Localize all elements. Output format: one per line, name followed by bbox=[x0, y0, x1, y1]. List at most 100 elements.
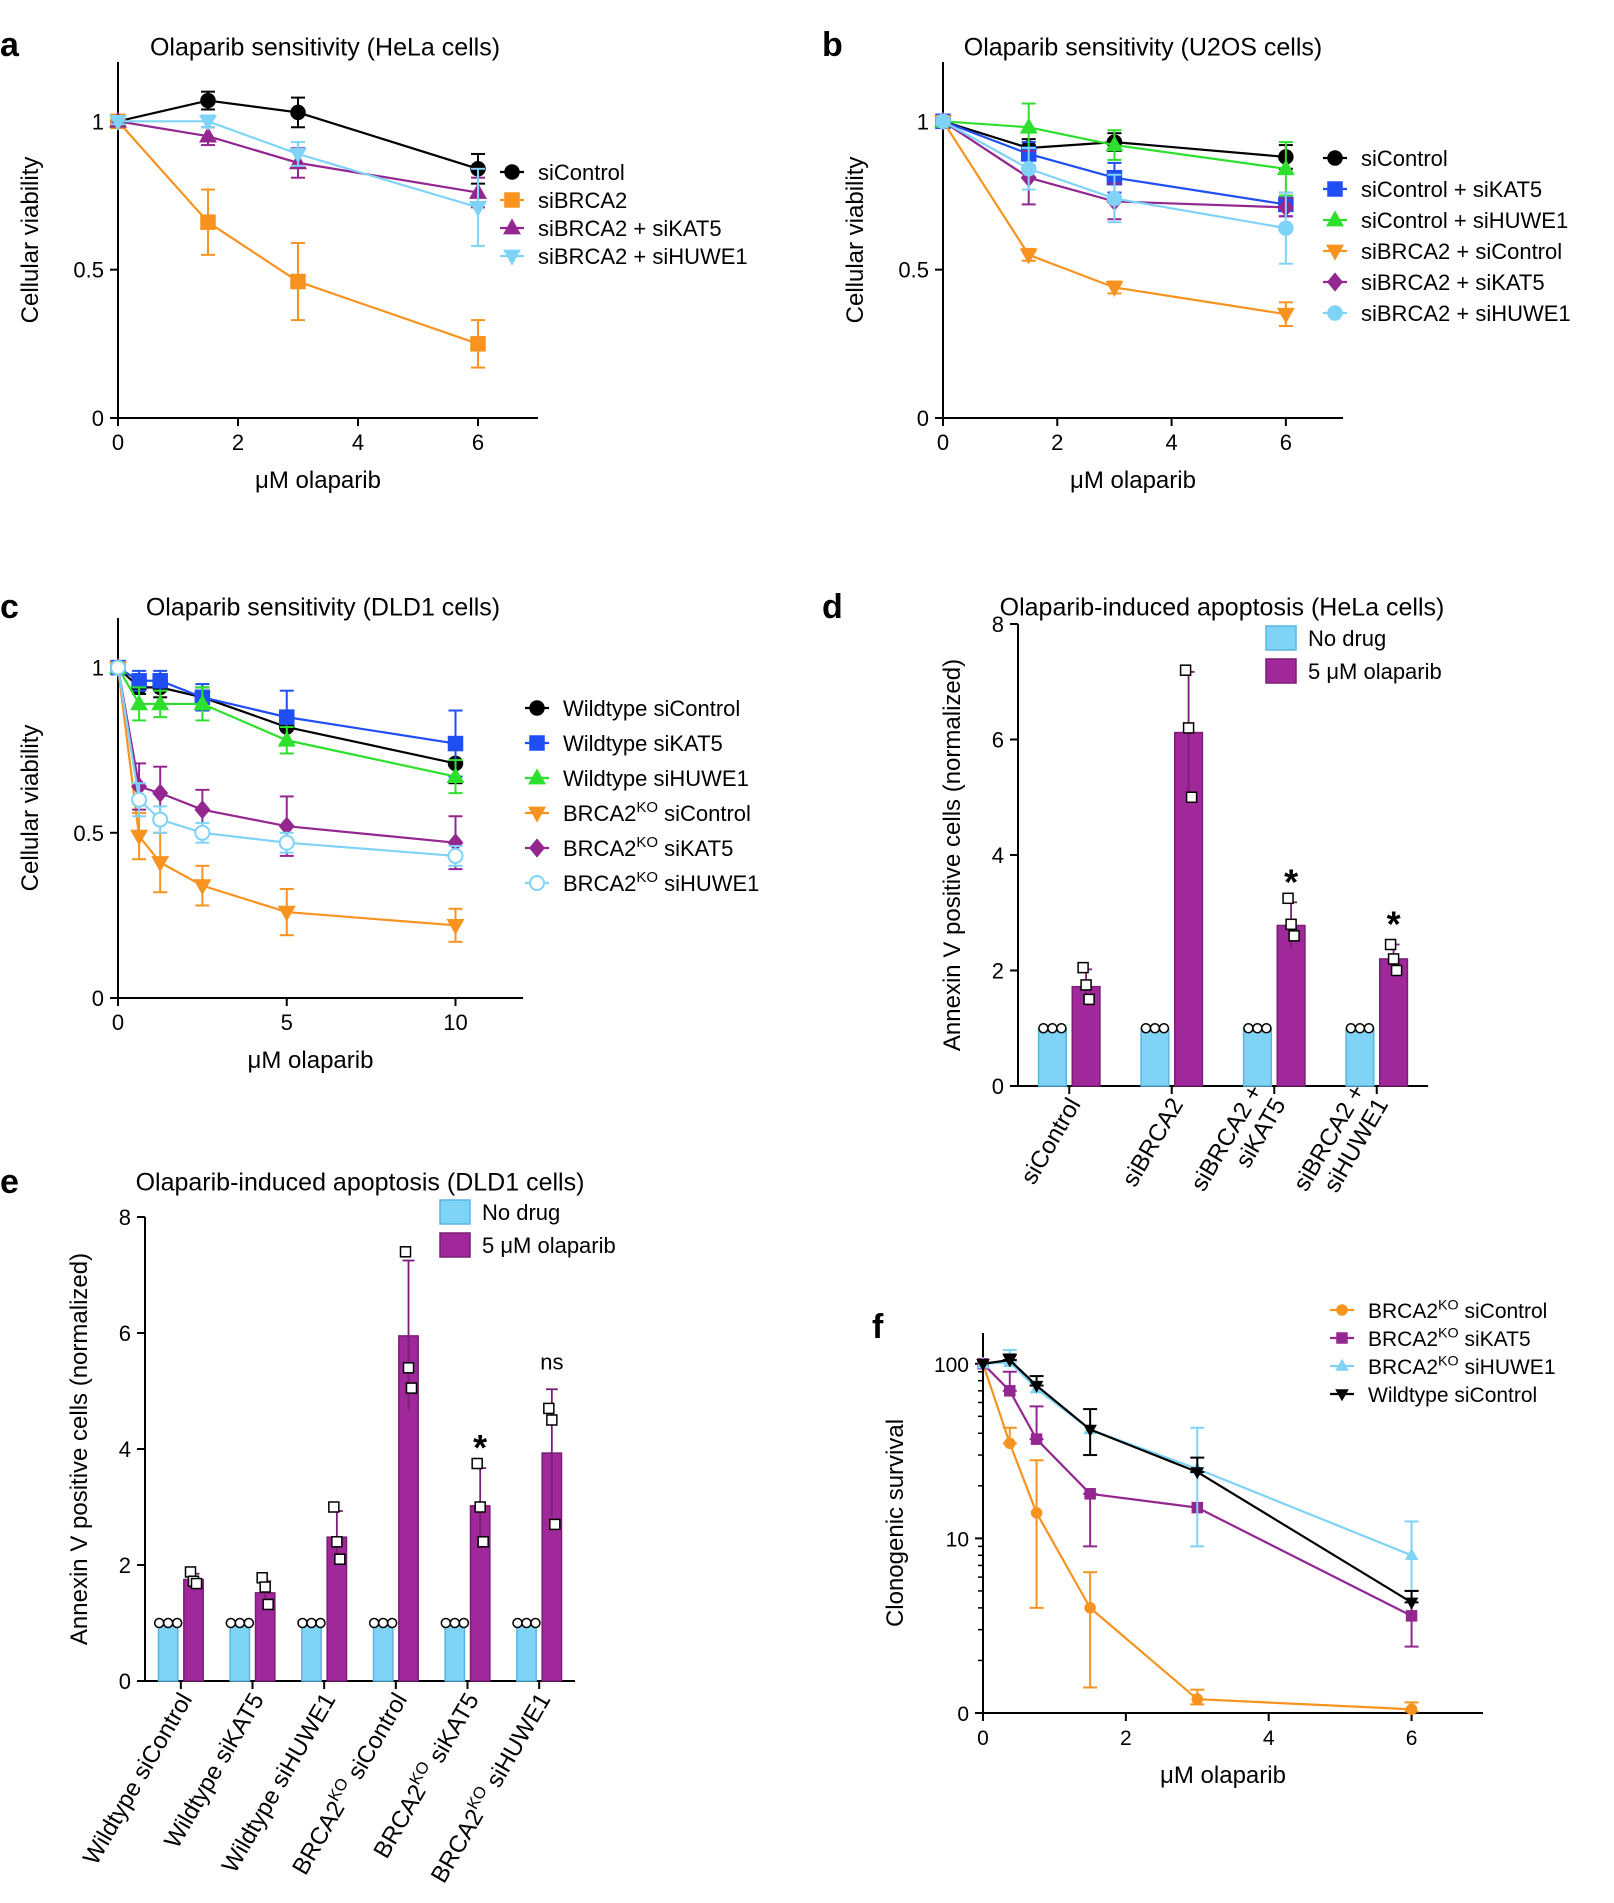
replicate-point bbox=[1182, 722, 1195, 734]
x-axis-label: μM olaparib bbox=[1160, 1762, 1286, 1789]
legend-label: Wildtype siKAT5 bbox=[563, 731, 723, 756]
legend-marker bbox=[504, 192, 520, 208]
legend-swatch bbox=[439, 1232, 471, 1258]
replicate-point bbox=[474, 1501, 486, 1513]
x-tick-label: 2 bbox=[232, 430, 244, 455]
legend-marker bbox=[529, 735, 545, 751]
legend: siControl siControl + siKAT5 siControl + s… bbox=[1323, 146, 1571, 326]
replicate-point bbox=[1261, 1023, 1272, 1034]
replicate-point bbox=[512, 1617, 523, 1629]
legend-marker bbox=[1335, 1358, 1349, 1371]
category-label-line: siControl bbox=[1016, 1094, 1087, 1190]
x-tick-label: BRCA2KO siHUWE1 bbox=[426, 1689, 557, 1888]
replicate-point bbox=[162, 1617, 174, 1629]
replicate-point bbox=[477, 1536, 489, 1548]
data-point bbox=[199, 126, 217, 143]
data-point bbox=[194, 824, 211, 841]
replicate-point bbox=[1056, 1023, 1067, 1034]
y-axis-label: Cellular viability bbox=[17, 725, 44, 892]
legend-marker bbox=[1336, 1332, 1348, 1344]
y-tick-label: 2 bbox=[119, 1553, 131, 1578]
panel-letter-a: a bbox=[0, 26, 20, 64]
legend-marker bbox=[1326, 244, 1344, 261]
series-line bbox=[117, 99, 479, 170]
legend-label: 5 μM olaparib bbox=[1308, 659, 1442, 684]
replicate-point bbox=[1038, 1023, 1049, 1034]
series-line bbox=[117, 120, 479, 194]
series-line bbox=[942, 120, 1287, 206]
legend: BRCA2KO siControl BRCA2KO siKAT5 BRCA2KO s… bbox=[1330, 1298, 1556, 1407]
legend-label: Wildtype siControl bbox=[1368, 1384, 1537, 1407]
panel-letter-b: b bbox=[822, 26, 843, 64]
data-point bbox=[976, 1359, 990, 1372]
y-tick-label: 1 bbox=[917, 109, 929, 134]
replicate-point bbox=[259, 1581, 271, 1593]
data-point bbox=[1405, 1610, 1418, 1622]
bar bbox=[157, 1622, 179, 1682]
legend-marker bbox=[1326, 210, 1344, 227]
legend-label: BRCA2KO siHUWE1 bbox=[1368, 1354, 1556, 1379]
legend-marker bbox=[529, 700, 545, 716]
x-tick-label: 6 bbox=[1280, 430, 1292, 455]
legend-swatch bbox=[1265, 625, 1297, 651]
replicate-point bbox=[471, 1457, 483, 1470]
data-point bbox=[151, 694, 170, 711]
replicate-point bbox=[1390, 964, 1403, 977]
y-tick-label: 100 bbox=[934, 1354, 969, 1377]
legend-label: Wildtype siHUWE1 bbox=[563, 766, 749, 791]
legend-label: siBRCA2 + siHUWE1 bbox=[538, 244, 748, 269]
replicate-point bbox=[1285, 918, 1297, 931]
x-tick-label: 0 bbox=[112, 1010, 124, 1035]
data-point bbox=[1019, 248, 1038, 265]
legend-marker bbox=[528, 768, 546, 785]
data-point bbox=[193, 694, 212, 711]
legend-swatch bbox=[439, 1199, 471, 1225]
replicate-point bbox=[543, 1402, 555, 1415]
data-point bbox=[1404, 1548, 1419, 1561]
data-point bbox=[1278, 220, 1294, 236]
legend-marker bbox=[529, 838, 545, 858]
legend: No drug 5 μM olaparib bbox=[1265, 625, 1442, 684]
replicate-point bbox=[225, 1617, 237, 1629]
replicate-point bbox=[1185, 791, 1198, 803]
replicate-point bbox=[331, 1536, 343, 1548]
data-point bbox=[1004, 1437, 1016, 1450]
replicate-point bbox=[458, 1617, 470, 1629]
significance-annotation: * bbox=[1284, 861, 1298, 902]
significance-annotation: ns bbox=[540, 1349, 563, 1374]
bar bbox=[1379, 958, 1409, 1087]
data-point bbox=[1276, 159, 1295, 176]
legend-label: siBRCA2 + siKAT5 bbox=[538, 216, 722, 241]
replicate-point bbox=[386, 1617, 398, 1629]
y-tick-label: 6 bbox=[992, 728, 1004, 753]
y-tick-label: 0 bbox=[119, 1669, 131, 1694]
x-tick-label: 2 bbox=[1051, 430, 1063, 455]
legend-marker bbox=[1335, 1389, 1349, 1402]
y-tick-label: 0 bbox=[917, 406, 929, 431]
replicate-point bbox=[530, 1617, 541, 1629]
replicate-point bbox=[521, 1617, 532, 1629]
x-axis-label: μM olaparib bbox=[248, 1047, 374, 1074]
y-axis-label: Annexin V positive cells (normalized) bbox=[66, 1253, 93, 1645]
legend-marker bbox=[1327, 181, 1343, 197]
y-tick-label: 0 bbox=[992, 1074, 1004, 1099]
x-tick-label: siBRCA2 +siKAT5 bbox=[1186, 1080, 1292, 1196]
legend: No drug 5 μM olaparib bbox=[439, 1199, 616, 1258]
bar bbox=[183, 1578, 204, 1682]
data-point bbox=[278, 834, 295, 851]
data-point bbox=[200, 92, 216, 109]
data-point bbox=[151, 856, 170, 873]
y-tick-label: 1 bbox=[92, 656, 104, 681]
legend-label: siBRCA2 + siHUWE1 bbox=[1361, 301, 1571, 326]
significance-annotation: * bbox=[1387, 904, 1401, 945]
replicate-point bbox=[1077, 961, 1089, 974]
y-tick-label: 8 bbox=[119, 1205, 131, 1230]
x-tick-label: 4 bbox=[1263, 1727, 1275, 1750]
x-tick-label: 10 bbox=[443, 1010, 467, 1035]
legend-label: siControl + siHUWE1 bbox=[1361, 208, 1568, 233]
data-point bbox=[290, 104, 306, 121]
data-point bbox=[446, 767, 465, 783]
data-point bbox=[1276, 307, 1295, 324]
replicate-point bbox=[262, 1598, 274, 1611]
series-wildtype-sicontrol bbox=[976, 1353, 1419, 1610]
